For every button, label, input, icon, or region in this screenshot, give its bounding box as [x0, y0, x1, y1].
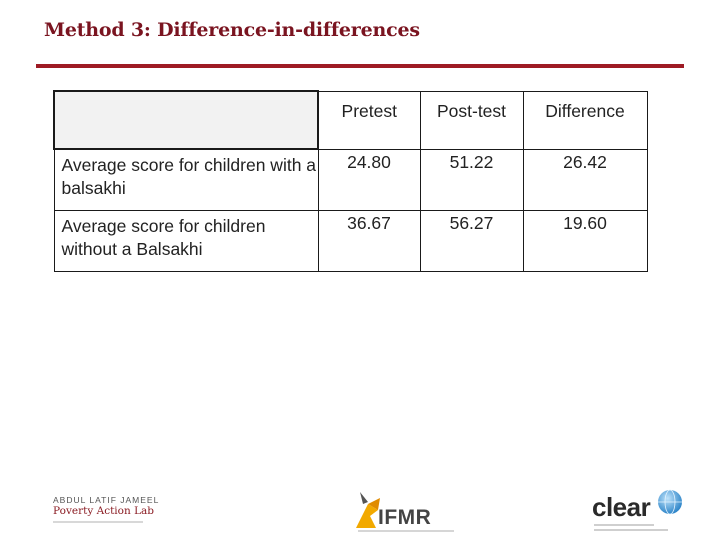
cell-posttest: 51.22	[419, 148, 524, 211]
globe-icon	[658, 489, 682, 515]
clear-logo-tagline-bar	[594, 529, 668, 531]
cell-pretest: 36.67	[317, 209, 421, 272]
cell-difference: 19.60	[522, 209, 648, 272]
ifmr-emblem-icon	[356, 492, 380, 528]
header-empty-cell	[53, 90, 319, 150]
jpal-logo: ABDUL LATIF JAMEEL Poverty Action Lab	[53, 495, 158, 529]
slide-title: Method 3: Difference-in-differences	[44, 19, 420, 41]
header-pretest: Pretest	[317, 90, 421, 150]
jpal-logo-tagline-bar	[53, 521, 143, 523]
clear-logo-tagline-bar	[594, 524, 654, 526]
ifmr-logo-tagline-bar	[358, 530, 454, 532]
cell-pretest: 24.80	[317, 148, 421, 211]
header-difference: Difference	[522, 90, 648, 150]
data-table: Pretest Post-test Difference Average sco…	[53, 90, 648, 272]
row-label: Average score for children without a Bal…	[53, 209, 319, 272]
row-label: Average score for children with a balsak…	[53, 148, 319, 211]
ifmr-logo-text: IFMR	[378, 506, 432, 529]
header-posttest: Post-test	[419, 90, 524, 150]
title-divider	[36, 64, 684, 68]
table-header-row: Pretest Post-test Difference	[53, 90, 648, 150]
table-row: Average score for children with a balsak…	[53, 148, 648, 211]
clear-logo: clear	[590, 488, 686, 534]
jpal-logo-line1: ABDUL LATIF JAMEEL	[53, 495, 160, 505]
cell-posttest: 56.27	[419, 209, 524, 272]
ifmr-logo: IFMR	[354, 488, 454, 532]
cell-difference: 26.42	[522, 148, 648, 211]
jpal-logo-line2: Poverty Action Lab	[53, 505, 155, 517]
table-row: Average score for children without a Bal…	[53, 209, 648, 272]
clear-logo-text: clear	[592, 492, 651, 522]
